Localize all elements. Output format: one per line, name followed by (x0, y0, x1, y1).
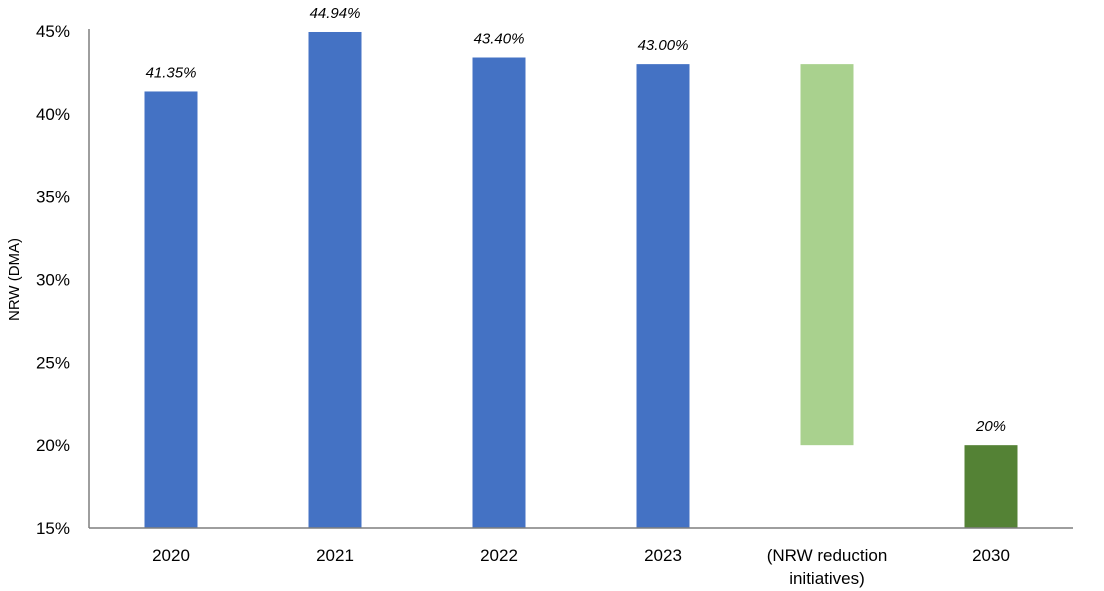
data-labels: 41.35% 44.94% 43.40% 43.00% 20% (146, 5, 1006, 435)
data-label: 44.94% (310, 5, 361, 22)
y-tick-label: 20% (36, 436, 70, 455)
bar-4 (800, 64, 854, 446)
y-tick-label: 40% (36, 105, 70, 124)
y-tick-label: 45% (36, 22, 70, 41)
data-label: 43.00% (638, 37, 689, 54)
x-category-label: 2022 (480, 546, 518, 565)
y-tick-label: 30% (36, 271, 70, 290)
y-tick-labels: 15% 20% 25% 30% 35% 40% 45% (36, 22, 70, 538)
bar-1 (308, 31, 362, 529)
y-tick-label: 15% (36, 519, 70, 538)
bar-3 (636, 64, 690, 528)
y-tick-label: 25% (36, 353, 70, 372)
bar-5 (964, 445, 1018, 528)
y-axis-label: NRW (DMA) (6, 238, 23, 321)
axes (88, 29, 1073, 529)
x-category-label: (NRW reduction initiatives) (767, 546, 888, 588)
x-category-label: 2021 (316, 546, 354, 565)
x-category-label: 2023 (644, 546, 682, 565)
data-label: 43.40% (474, 31, 525, 48)
x-category-label: 2030 (972, 546, 1010, 565)
x-category-labels: 2020 2021 2022 2023 (NRW reduction initiative… (152, 546, 1010, 588)
y-tick-label: 35% (36, 188, 70, 207)
bars (144, 31, 1018, 529)
data-label: 41.35% (146, 64, 197, 81)
y-axis-label-group: NRW (DMA) (6, 238, 23, 321)
x-category-label: 2020 (152, 546, 190, 565)
bar-0 (144, 91, 198, 529)
bar-2 (472, 57, 526, 529)
data-label: 20% (975, 418, 1006, 435)
